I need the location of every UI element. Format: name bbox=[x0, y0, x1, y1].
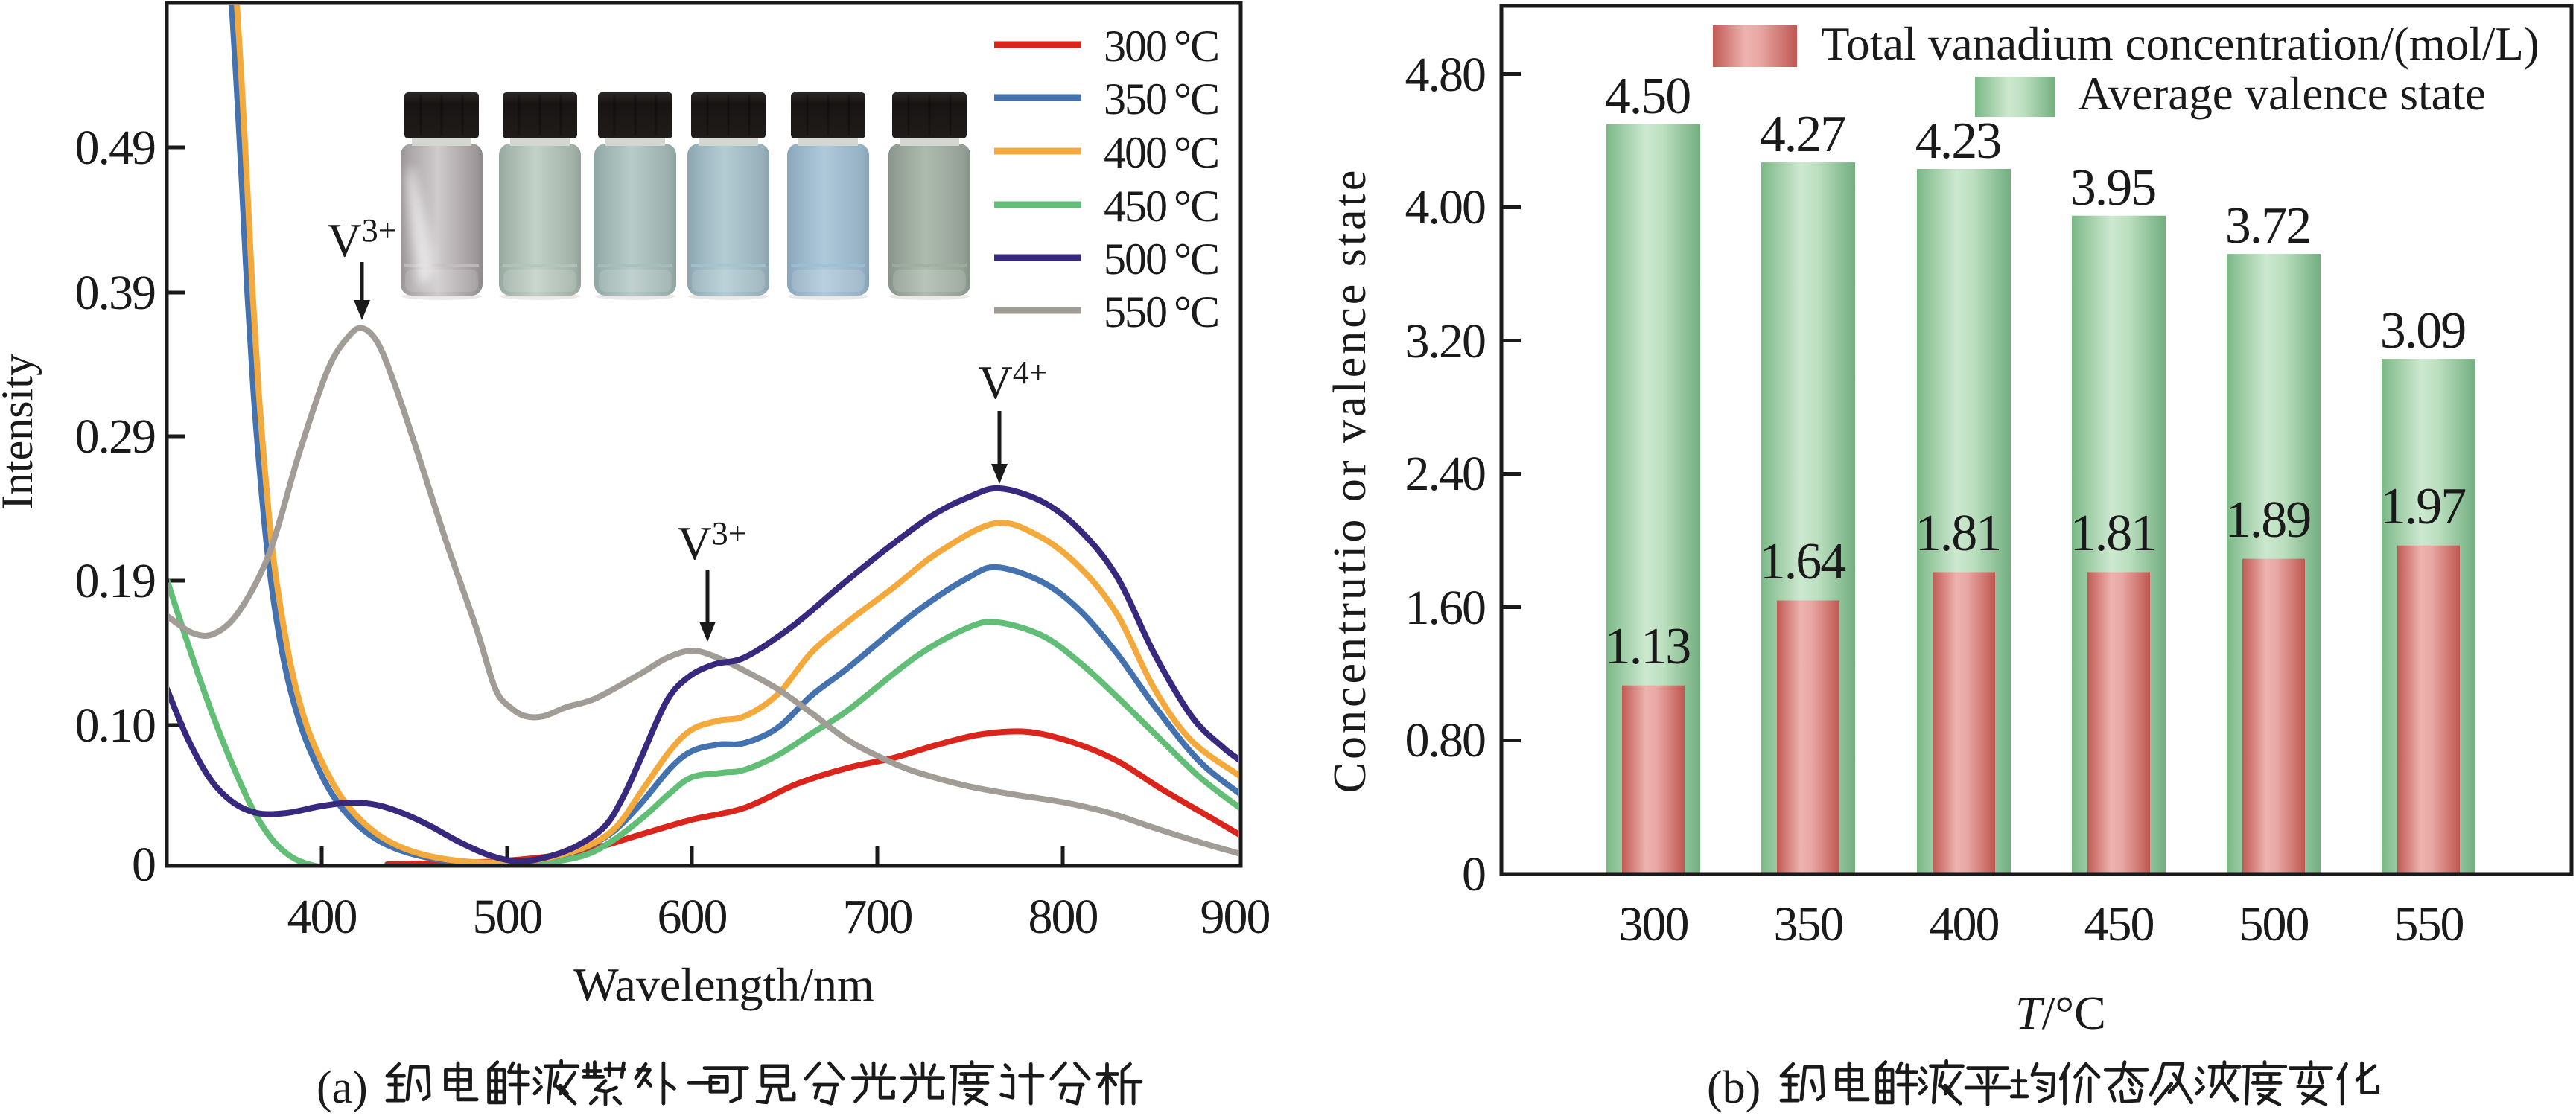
svg-text:V4+: V4+ bbox=[978, 354, 1047, 409]
svg-text:3.72: 3.72 bbox=[2225, 197, 2311, 255]
svg-text:4.80: 4.80 bbox=[1405, 48, 1486, 102]
svg-text:500 °C: 500 °C bbox=[1104, 235, 1218, 284]
svg-text:Average valence state: Average valence state bbox=[2078, 68, 2486, 120]
svg-text:0.39: 0.39 bbox=[75, 266, 156, 320]
svg-text:500: 500 bbox=[473, 890, 542, 944]
svg-text:0: 0 bbox=[1462, 847, 1485, 902]
svg-text:4.23: 4.23 bbox=[1915, 112, 2001, 170]
svg-text:0.49: 0.49 bbox=[75, 121, 156, 175]
svg-text:3.95: 3.95 bbox=[2070, 159, 2156, 217]
svg-text:0.19: 0.19 bbox=[75, 554, 156, 608]
svg-text:400: 400 bbox=[287, 890, 357, 944]
svg-text:400: 400 bbox=[1930, 897, 1999, 951]
svg-text:Concentrutio or valence state: Concentrutio or valence state bbox=[1325, 168, 1376, 794]
svg-text:300: 300 bbox=[1619, 897, 1688, 951]
svg-text:1.13: 1.13 bbox=[1605, 618, 1691, 675]
svg-text:1.60: 1.60 bbox=[1405, 581, 1486, 635]
svg-text:1.97: 1.97 bbox=[2380, 478, 2466, 535]
svg-text:1.89: 1.89 bbox=[2225, 491, 2311, 549]
svg-text:0.80: 0.80 bbox=[1405, 713, 1486, 768]
svg-text:900: 900 bbox=[1200, 890, 1270, 944]
svg-text:T/°C: T/°C bbox=[2015, 986, 2106, 1039]
svg-text:550: 550 bbox=[2394, 897, 2464, 951]
svg-text:1.64: 1.64 bbox=[1760, 533, 1846, 590]
svg-text:Total vanadium concentration/(: Total vanadium concentration/(mol/L) bbox=[1821, 18, 2540, 70]
svg-text:Wavelength/nm: Wavelength/nm bbox=[573, 958, 874, 1011]
svg-text:350: 350 bbox=[1774, 897, 1843, 951]
svg-text:300 °C: 300 °C bbox=[1104, 22, 1218, 71]
svg-text:4.50: 4.50 bbox=[1605, 68, 1691, 125]
svg-text:V3+: V3+ bbox=[677, 515, 746, 570]
svg-text:450: 450 bbox=[2084, 897, 2154, 951]
svg-text:1.81: 1.81 bbox=[2070, 505, 2156, 562]
svg-text:3.09: 3.09 bbox=[2380, 302, 2466, 360]
svg-text:V3+: V3+ bbox=[327, 212, 396, 267]
svg-text:500: 500 bbox=[2239, 897, 2309, 951]
svg-text:Intensity: Intensity bbox=[0, 354, 42, 510]
svg-text:4.27: 4.27 bbox=[1760, 106, 1845, 163]
svg-text:400 °C: 400 °C bbox=[1104, 128, 1218, 177]
svg-text:350 °C: 350 °C bbox=[1104, 74, 1218, 124]
svg-text:0: 0 bbox=[132, 838, 155, 892]
svg-text:1.81: 1.81 bbox=[1915, 505, 2001, 562]
svg-text:550 °C: 550 °C bbox=[1104, 287, 1218, 337]
svg-text:450 °C: 450 °C bbox=[1104, 182, 1218, 231]
svg-text:600: 600 bbox=[658, 890, 727, 944]
svg-text:4.00: 4.00 bbox=[1405, 180, 1486, 235]
svg-text:700: 700 bbox=[843, 890, 912, 944]
svg-text:0.29: 0.29 bbox=[75, 409, 156, 464]
svg-text:(b): (b) bbox=[1707, 1062, 1761, 1113]
svg-text:2.40: 2.40 bbox=[1405, 447, 1486, 501]
svg-text:(a): (a) bbox=[317, 1062, 368, 1113]
svg-text:800: 800 bbox=[1028, 890, 1098, 944]
svg-text:0.10: 0.10 bbox=[75, 698, 156, 753]
svg-text:3.20: 3.20 bbox=[1405, 314, 1486, 369]
